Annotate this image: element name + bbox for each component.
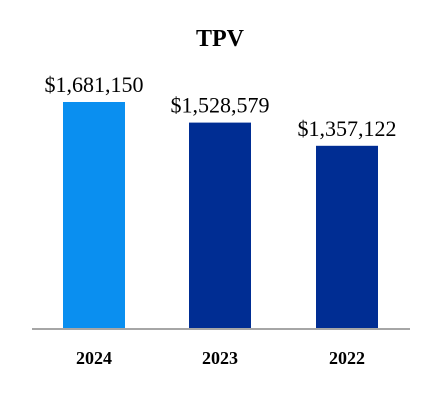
data-label-2022: $1,357,122 [298, 116, 397, 141]
bar-2022 [316, 145, 378, 329]
data-label-2023: $1,528,579 [171, 93, 270, 118]
chart-title: TPV [196, 26, 245, 52]
data-label-group: $1,681,150 $1,528,579 $1,357,122 [45, 72, 397, 141]
x-tick-label-2022: 2022 [329, 348, 365, 368]
x-tick-label-2023: 2023 [202, 348, 238, 368]
x-tick-label-group: 2024 2023 2022 [76, 348, 365, 368]
bar-2024 [63, 102, 125, 329]
bar-group [63, 102, 378, 329]
data-label-2024: $1,681,150 [45, 72, 144, 97]
x-tick-label-2024: 2024 [76, 348, 112, 368]
bar-2023 [189, 122, 251, 329]
